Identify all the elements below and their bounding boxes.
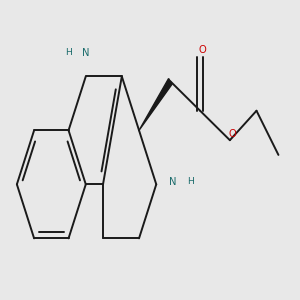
Polygon shape xyxy=(139,79,172,130)
Text: N: N xyxy=(169,177,176,187)
Text: H: H xyxy=(187,177,194,186)
Text: O: O xyxy=(199,45,206,56)
Text: N: N xyxy=(82,48,89,58)
Text: O: O xyxy=(229,129,236,139)
Text: H: H xyxy=(65,48,72,57)
